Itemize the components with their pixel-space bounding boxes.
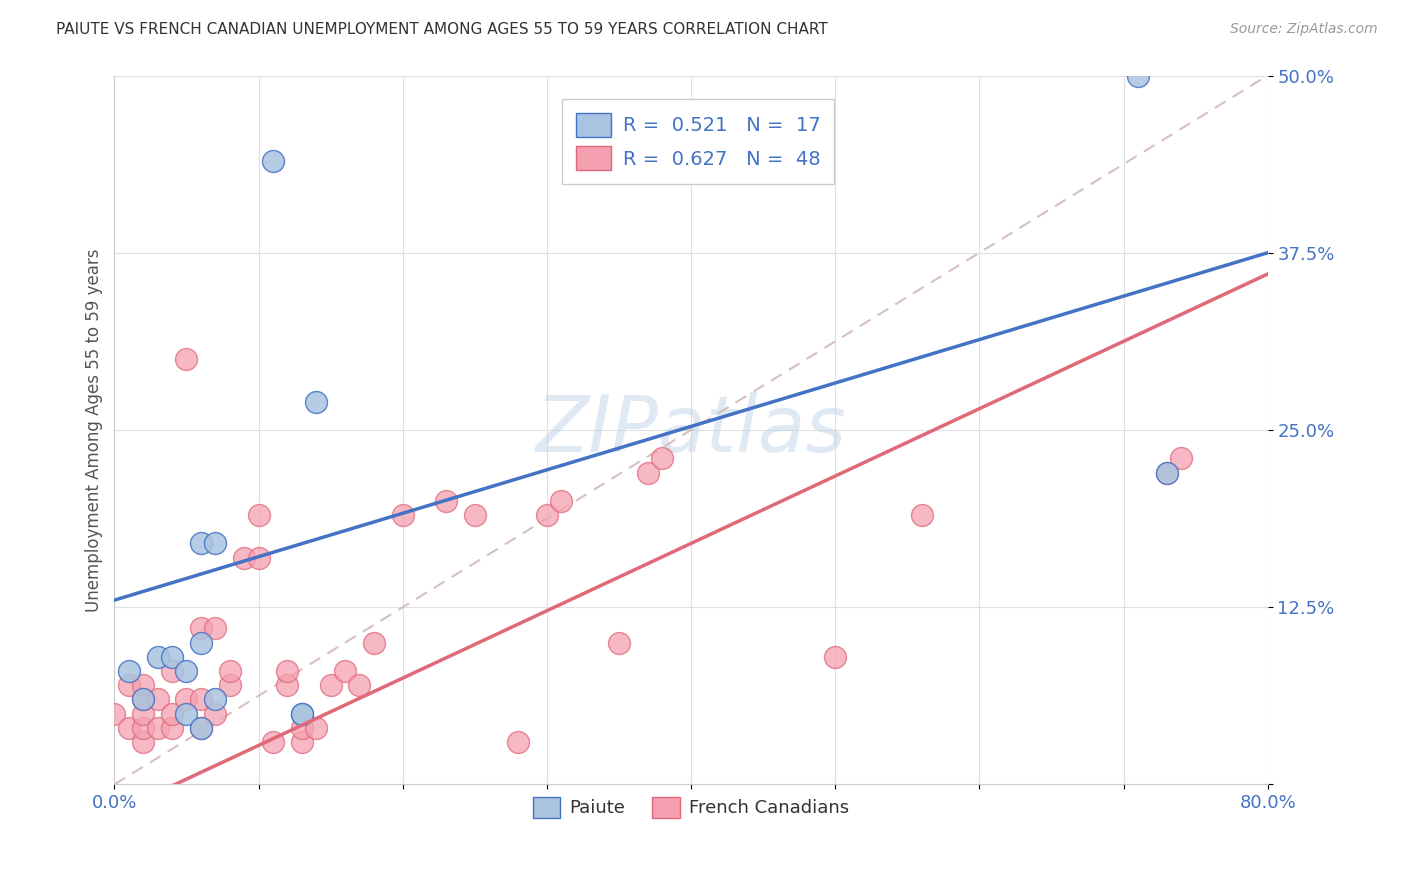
Point [160, 706, 183, 721]
Point [464, 508, 486, 522]
Point [218, 664, 240, 678]
Point [550, 494, 572, 508]
Point [391, 508, 413, 522]
Text: ZIPatlas: ZIPatlas [536, 392, 846, 468]
Point [262, 735, 284, 749]
Point [333, 664, 356, 678]
Point [1156, 466, 1178, 480]
Point [506, 735, 529, 749]
Point [637, 466, 659, 480]
Text: PAIUTE VS FRENCH CANADIAN UNEMPLOYMENT AMONG AGES 55 TO 59 YEARS CORRELATION CHA: PAIUTE VS FRENCH CANADIAN UNEMPLOYMENT A… [56, 22, 828, 37]
Point [176, 692, 198, 706]
Point [536, 508, 558, 522]
Point [190, 721, 212, 735]
Point [305, 721, 328, 735]
Point [132, 692, 155, 706]
Point [276, 664, 298, 678]
Point [204, 536, 226, 550]
Point [146, 721, 169, 735]
Point [1126, 69, 1149, 83]
Point [176, 664, 198, 678]
Point [190, 721, 212, 735]
Point [204, 692, 226, 706]
Point [262, 153, 284, 168]
Point [190, 635, 212, 649]
Point [291, 735, 314, 749]
Point [118, 678, 141, 692]
Point [247, 508, 270, 522]
Point [146, 692, 169, 706]
Point [103, 706, 125, 721]
Point [1170, 451, 1192, 466]
Point [132, 735, 155, 749]
Point [176, 706, 198, 721]
Point [291, 706, 314, 721]
Point [160, 721, 183, 735]
Legend: Paiute, French Canadians: Paiute, French Canadians [526, 789, 856, 825]
Point [204, 706, 226, 721]
Point [276, 678, 298, 692]
Point [319, 678, 342, 692]
Point [1156, 466, 1178, 480]
Point [824, 649, 846, 664]
Point [607, 635, 630, 649]
Point [160, 664, 183, 678]
Y-axis label: Unemployment Among Ages 55 to 59 years: Unemployment Among Ages 55 to 59 years [86, 248, 103, 612]
Point [291, 721, 314, 735]
Point [190, 536, 212, 550]
Point [160, 649, 183, 664]
Point [132, 678, 155, 692]
Point [363, 635, 385, 649]
Point [132, 706, 155, 721]
Point [233, 550, 256, 565]
Point [176, 352, 198, 367]
Point [349, 678, 371, 692]
Point [911, 508, 934, 522]
Point [305, 394, 328, 409]
Text: Source: ZipAtlas.com: Source: ZipAtlas.com [1230, 22, 1378, 37]
Point [146, 649, 169, 664]
Point [190, 692, 212, 706]
Point [132, 721, 155, 735]
Point [118, 721, 141, 735]
Point [190, 622, 212, 636]
Point [247, 550, 270, 565]
Point [218, 678, 240, 692]
Point [132, 692, 155, 706]
Point [651, 451, 673, 466]
Point [118, 664, 141, 678]
Point [434, 494, 457, 508]
Point [204, 622, 226, 636]
Point [291, 706, 314, 721]
